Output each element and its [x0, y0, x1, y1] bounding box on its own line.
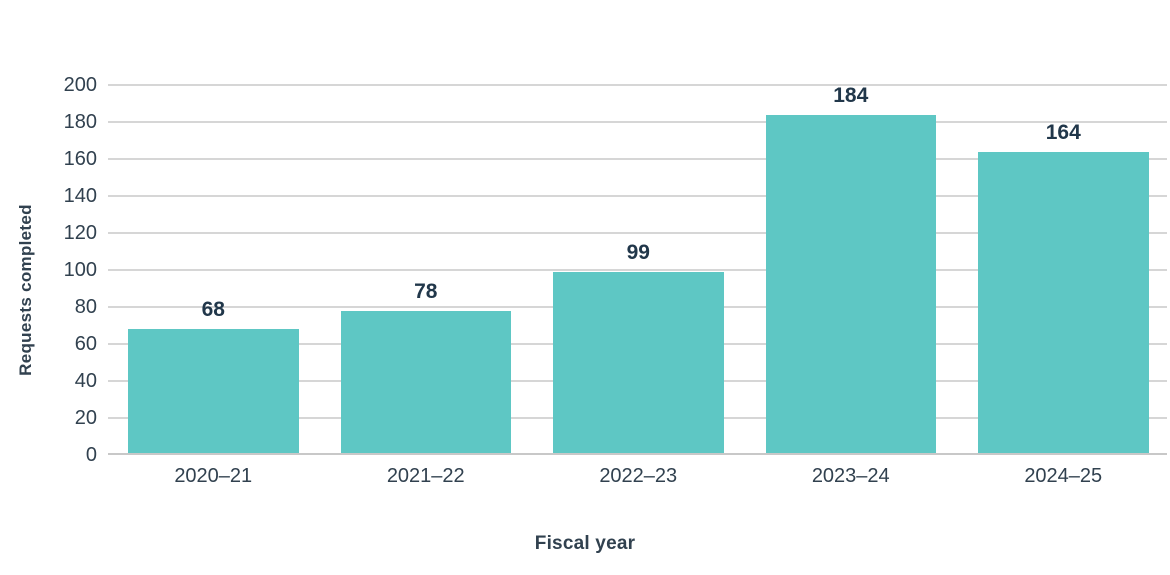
y-tick-label: 60: [74, 333, 97, 355]
bar-value-label: 78: [414, 279, 438, 303]
bar: [978, 151, 1149, 455]
x-tick-label: 2024–25: [1024, 465, 1103, 487]
gridline: [107, 269, 1167, 271]
bar-value-label: 164: [1045, 120, 1081, 144]
bar: [553, 271, 724, 455]
gridline: [107, 232, 1167, 234]
x-tick-label: 2022–23: [599, 465, 678, 487]
bar: [340, 310, 511, 455]
x-tick-label: 2020–21: [174, 465, 253, 487]
y-tick-label: 160: [63, 148, 97, 170]
y-tick-label: 140: [63, 185, 97, 207]
x-tick-label: 2021–22: [386, 465, 465, 487]
gridline: [107, 121, 1167, 123]
y-tick-label: 80: [74, 296, 97, 318]
bar-value-label: 99: [626, 240, 650, 264]
y-tick-label: 0: [85, 444, 97, 466]
x-axis-line: [107, 452, 1167, 455]
y-tick-label: 40: [74, 370, 97, 392]
y-tick-label: 20: [74, 407, 97, 429]
y-tick-label: 200: [63, 74, 97, 96]
gridline: [107, 195, 1167, 197]
x-tick-label: 2023–24: [811, 465, 890, 487]
y-tick-label: 120: [63, 222, 97, 244]
y-tick-label: 100: [63, 259, 97, 281]
bar-value-label: 68: [201, 298, 225, 322]
x-axis-title: Fiscal year: [534, 533, 636, 554]
gridline: [107, 158, 1167, 160]
y-tick-label: 180: [63, 111, 97, 133]
bar: [765, 114, 936, 455]
gridline: [107, 84, 1167, 86]
bar-value-label: 184: [833, 83, 869, 107]
bar: [128, 329, 299, 455]
